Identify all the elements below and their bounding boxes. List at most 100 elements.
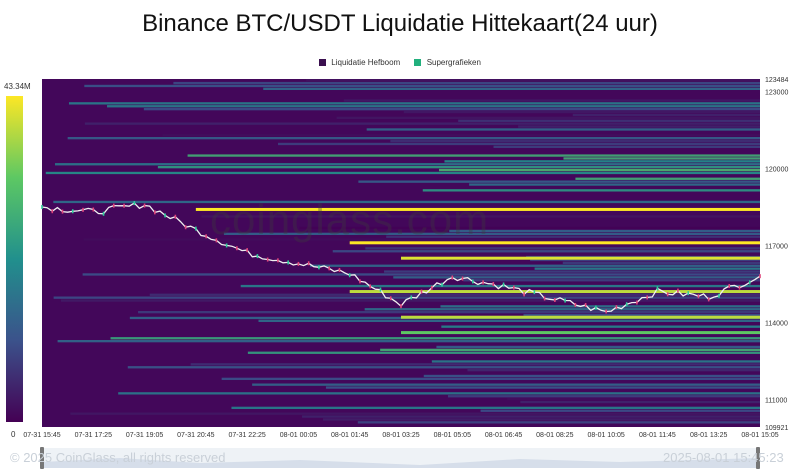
price-candle [154,210,156,215]
heatmap-band [57,340,760,343]
heatmap-band [431,360,760,363]
price-candle [554,298,556,303]
price-candle [410,295,413,300]
price-candle [697,294,700,299]
price-candle [266,257,269,262]
price-candle [256,254,259,259]
x-tick-label: 08-01 01:45 [331,432,368,439]
liquidation-level [401,315,760,319]
heatmap-band [223,232,760,236]
price-candle [287,260,289,265]
price-candle [389,296,392,301]
heatmap-band [173,81,760,85]
price-candle [164,213,166,218]
footer-timestamp: 2025-08-01 15:45:23 [663,450,784,465]
price-candle [246,248,248,253]
price-candle [533,290,536,295]
price-candle [420,289,423,294]
heatmap-band [247,351,761,354]
heatmap-band [53,296,760,299]
x-tick-label: 07-31 22:25 [228,432,265,439]
price-candle [574,302,577,307]
x-tick-label: 07-31 15:45 [23,432,60,439]
heatmap-band [517,282,760,285]
y-tick-label: 120000 [765,166,788,173]
price-candle [348,273,351,278]
heatmap-band [263,87,760,91]
chart-title: Binance BTC/USDT Liquidatie Hittekaart(2… [142,10,658,37]
heatmap-band [306,79,760,82]
heatmap-band [299,226,760,230]
navigator-handle-right [756,447,760,469]
heatmap-band [520,400,760,404]
liquidation-level [401,256,760,260]
heatmap-band [393,276,760,279]
heatmap-band [60,299,760,302]
y-tick-label: 114000 [765,320,788,327]
price-candle [687,291,689,296]
heatmap-band [143,108,761,111]
heatmap-band [518,125,760,128]
legend-item-leverage[interactable]: Liquidatie Hefboom [319,58,400,67]
heatmap-band [221,377,760,381]
heatmap-band [469,183,760,186]
heatmap-band [384,270,760,273]
price-candle [451,275,454,280]
x-tick-label: 08-01 15:05 [741,432,778,439]
heatmap-band [83,238,761,241]
price-candle [379,287,382,292]
colorbar-max-label: 43.34M [4,82,31,91]
liquidation-level [349,290,760,294]
y-tick-label: 111000 [765,397,787,404]
heatmap-band [54,163,761,166]
price-candle [307,261,310,266]
x-tick-label: 07-31 19:05 [126,432,163,439]
price-candle [113,203,115,208]
price-candle [297,261,300,266]
price-candle [492,282,495,287]
price-candle [523,292,525,297]
price-candle [482,280,484,285]
legend-swatch-supercharts [414,59,422,66]
heatmap-band [149,293,760,296]
legend-item-supercharts[interactable]: Supergrafieken [414,58,481,67]
price-candle [430,285,433,290]
price-candle [41,204,43,209]
heatmap-band [84,122,760,125]
price-candle [656,286,659,291]
x-tick-label: 08-01 10:05 [587,432,624,439]
heatmap-band [364,308,760,311]
heatmap-band [480,409,760,412]
heatmap-band [449,229,760,233]
heatmap-band [231,406,760,410]
x-tick-label: 07-31 17:25 [75,432,112,439]
navigator-area [42,458,760,468]
price-candle [728,284,731,289]
price-candle [338,267,341,272]
price-candle [369,284,372,289]
heatmap-band [523,313,760,317]
price-candle [625,302,628,307]
heatmap-band [403,110,760,114]
x-tick-label: 08-01 00:05 [280,432,317,439]
heatmap-band [447,395,760,398]
price-candle [205,234,207,239]
heatmap-band [67,137,760,140]
price-candle [513,285,515,290]
price-candle [92,207,95,212]
heatmap-band [562,261,760,265]
heatmap-band [84,84,760,88]
price-candle [615,305,618,310]
price-candle [584,303,587,308]
y-tick-label: 117000 [765,243,788,250]
liquidation-level [401,331,760,335]
heatmap-band [107,105,761,108]
heatmap-band [463,279,760,282]
heatmap-band [422,189,760,192]
heatmap-band [507,398,760,401]
heatmap-band [302,415,760,418]
heatmap-band [534,267,760,270]
heatmap-band [325,386,760,389]
heatmap-band [82,273,760,276]
